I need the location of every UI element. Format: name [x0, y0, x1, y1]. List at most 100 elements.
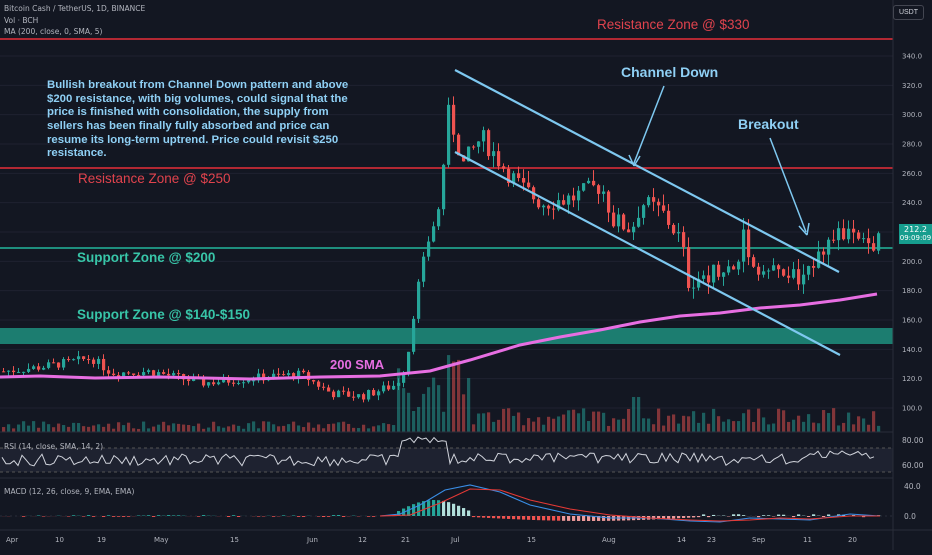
volume-bar [412, 411, 415, 432]
volume-bar [762, 417, 765, 432]
candle-body [637, 218, 640, 227]
volume-bar [852, 424, 855, 432]
macd-histogram-bar [302, 516, 305, 517]
macd-histogram-bar [552, 516, 555, 521]
macd-histogram-bar [172, 515, 175, 516]
volume-bar [717, 416, 720, 432]
resistance-250-label: Resistance Zone @ $250 [78, 171, 231, 186]
candle-body [397, 383, 400, 386]
candle-body [162, 372, 165, 374]
candle-body [717, 265, 720, 277]
macd-histogram-bar [697, 516, 700, 517]
candle-body [572, 196, 575, 201]
candle-body [102, 359, 105, 370]
candle-body [27, 369, 30, 372]
candle-body [177, 373, 180, 374]
volume-bar [547, 417, 550, 432]
candle-body [52, 362, 55, 363]
macd-histogram-bar [562, 516, 565, 521]
volume-bar [752, 422, 755, 432]
volume-bar [27, 426, 30, 432]
volume-bar [182, 425, 185, 432]
analysis-note: Bullish breakout from Channel Down patte… [47, 79, 367, 161]
volume-bar [657, 409, 660, 432]
rsi-level-80: 80.00 [902, 436, 923, 445]
candle-body [497, 151, 500, 166]
volume-bar [577, 413, 580, 432]
macd-histogram-bar [452, 504, 455, 516]
volume-bar [427, 387, 430, 432]
volume-bar [277, 426, 280, 432]
candle-body [847, 229, 850, 240]
volume-bar [382, 423, 385, 432]
candle-body [562, 200, 565, 204]
candle-body [612, 213, 615, 227]
candle-body [32, 366, 35, 369]
candle-body [832, 240, 835, 241]
candle-body [247, 380, 250, 382]
volume-bar [12, 428, 15, 432]
candle-body [342, 391, 345, 392]
candle-body [752, 257, 755, 267]
volume-bar [147, 428, 150, 432]
candle-body [492, 151, 495, 156]
countdown: 09:09:09 [899, 234, 932, 243]
candle-body [372, 390, 375, 395]
candle-body [237, 383, 240, 384]
volume-bar [37, 428, 40, 432]
macd-histogram-bar [517, 516, 520, 519]
candle-body [777, 265, 780, 269]
candle-body [682, 232, 685, 247]
volume-bar [72, 423, 75, 432]
candle-body [157, 372, 160, 375]
macd-histogram-bar [542, 516, 545, 520]
volume-bar [732, 421, 735, 432]
volume-bar [317, 424, 320, 432]
volume-bar [392, 425, 395, 432]
volume-bar [207, 428, 210, 432]
candle-body [137, 375, 140, 376]
x-tick-label: 11 [803, 536, 812, 544]
macd-histogram-bar [322, 516, 325, 517]
support-band-140-150 [0, 328, 893, 344]
macd-histogram-bar [777, 515, 780, 516]
candle-body [472, 147, 475, 148]
candle-body [217, 382, 220, 384]
candle-body [857, 232, 860, 238]
volume-bar [777, 409, 780, 432]
currency-button[interactable]: USDT [893, 5, 924, 20]
macd-histogram-bar [202, 515, 205, 516]
volume-bar [82, 426, 85, 432]
macd-histogram-bar [237, 516, 240, 517]
macd-histogram-bar [22, 516, 25, 517]
volume-bar [817, 423, 820, 432]
candle-body [552, 209, 555, 210]
x-tick-label: Aug [602, 536, 616, 544]
volume-bar [832, 408, 835, 432]
candle-body [747, 230, 750, 258]
volume-bar [417, 407, 420, 432]
macd-histogram-bar [822, 516, 825, 517]
macd-histogram-bar [82, 516, 85, 517]
volume-bar [327, 424, 330, 432]
macd-histogram-bar [732, 514, 735, 516]
volume-bar [352, 428, 355, 432]
candle-body [607, 192, 610, 213]
volume-bar [612, 418, 615, 432]
macd-histogram-bar [672, 516, 675, 518]
candle-body [662, 205, 665, 210]
volume-bar [2, 427, 5, 432]
volume-bar [637, 397, 640, 432]
macd-histogram-bar [152, 516, 155, 517]
candle-body [432, 226, 435, 241]
candle-body [657, 202, 660, 206]
macd-histogram-bar [462, 508, 465, 516]
volume-bar [217, 426, 220, 432]
macd-histogram-bar [87, 515, 90, 516]
volume-bar [402, 388, 405, 432]
candle-body [347, 391, 350, 396]
candle-body [387, 385, 390, 389]
volume-bar [867, 425, 870, 432]
macd-histogram-bar [137, 515, 140, 516]
